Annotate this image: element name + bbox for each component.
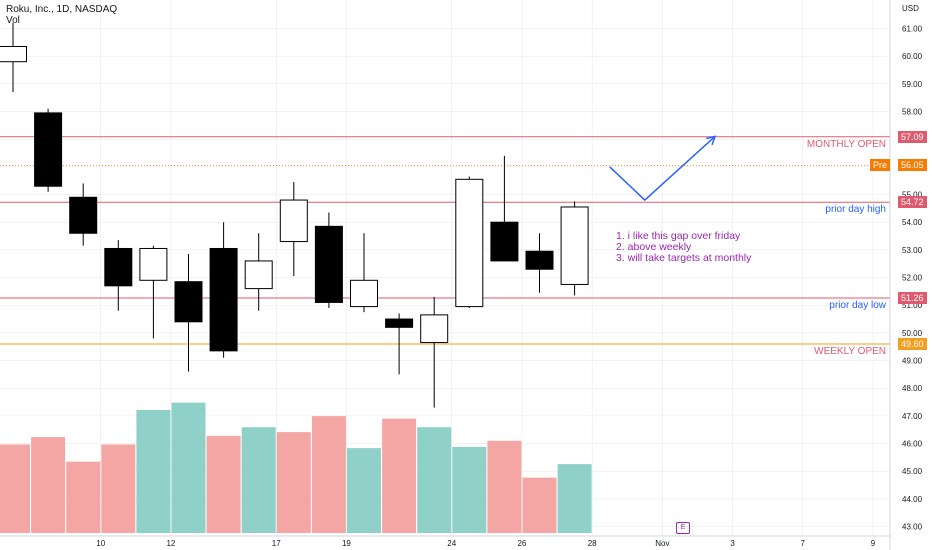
price-line-label: WEEKLY OPEN	[814, 345, 886, 357]
y-tick-label: 48.00	[902, 384, 923, 393]
candle-body[interactable]	[139, 247, 168, 281]
volume-bar[interactable]	[487, 440, 522, 533]
candle-body[interactable]	[525, 250, 554, 270]
x-tick-label: 7	[801, 539, 806, 548]
premarket-price-tag: 56.05	[898, 159, 927, 172]
candle-body[interactable]	[244, 260, 273, 290]
x-tick-label: 3	[730, 539, 735, 548]
note-line: 2. above weekly	[616, 241, 692, 253]
y-tick-label: 60.00	[902, 52, 923, 61]
y-tick-label: 51.00	[902, 301, 923, 310]
price-line-label: prior day high	[825, 204, 886, 216]
x-tick-label: 26	[517, 539, 526, 548]
x-tick-label: 9	[871, 539, 876, 548]
y-tick-label: 52.00	[902, 274, 923, 283]
candle-body[interactable]	[490, 221, 519, 262]
price-tag: 49.60	[898, 337, 927, 350]
price-tag: 57.09	[898, 130, 927, 143]
candle-body[interactable]	[34, 112, 63, 187]
price-axis: USD61.0060.0059.0058.0057.0056.0055.0054…	[889, 0, 923, 550]
y-tick-label: 46.00	[902, 440, 923, 449]
volume-indicator-label[interactable]: Vol	[6, 15, 20, 26]
y-tick-label: 54.00	[902, 218, 923, 227]
y-tick-label: 59.00	[902, 80, 923, 89]
price-lines	[0, 136, 890, 345]
x-tick-label: 17	[272, 539, 281, 548]
volume-bar[interactable]	[452, 446, 487, 533]
candle-body[interactable]	[69, 196, 98, 234]
symbol-title[interactable]: Roku, Inc., 1D, NASDAQ	[6, 4, 118, 15]
candle-body[interactable]	[0, 45, 27, 63]
candle-body[interactable]	[420, 314, 449, 344]
candle-body[interactable]	[209, 247, 238, 352]
candle-body[interactable]	[455, 178, 484, 308]
volume-bar[interactable]	[171, 402, 206, 533]
y-tick-label: 61.00	[902, 25, 923, 34]
volume-bar[interactable]	[557, 464, 592, 533]
x-tick-label: 28	[588, 539, 597, 548]
y-tick-label: 53.00	[902, 246, 923, 255]
note-line: 3. will take targets at monthly	[616, 252, 752, 264]
y-tick-label: 50.00	[902, 329, 923, 338]
y-tick-label: 58.00	[902, 108, 923, 117]
x-tick-label: 19	[342, 539, 351, 548]
x-tick-label: Nov	[655, 539, 669, 548]
time-axis: 10 12 17 19 24 26 28 Nov 3 7 9	[0, 535, 890, 548]
price-line-label: MONTHLY OPEN	[806, 138, 886, 150]
volume-bar[interactable]	[31, 437, 66, 533]
y-tick-label: 44.00	[902, 495, 923, 504]
volume-bar[interactable]	[522, 477, 557, 533]
volume-bar[interactable]	[206, 435, 241, 533]
candle-body[interactable]	[385, 318, 414, 328]
projection-arrow	[609, 135, 717, 202]
candles	[0, 22, 589, 408]
price-line-label: prior day low	[829, 300, 886, 311]
volume-bar[interactable]	[382, 418, 417, 533]
y-tick-label: 43.00	[902, 523, 923, 532]
volume-bars	[0, 402, 592, 533]
volume-bar[interactable]	[101, 444, 136, 533]
volume-bar[interactable]	[0, 444, 30, 533]
volume-bar[interactable]	[347, 448, 381, 533]
price-tag: 54.72	[898, 196, 927, 209]
volume-bar[interactable]	[311, 416, 346, 533]
currency-label: USD	[902, 4, 919, 13]
y-tick-label: 47.00	[902, 412, 923, 421]
y-tick-label: 49.00	[902, 357, 923, 366]
note-line: 1. i like this gap over friday	[616, 230, 741, 242]
volume-bar[interactable]	[66, 461, 101, 533]
candle-body[interactable]	[174, 281, 203, 323]
volume-bar[interactable]	[136, 410, 171, 533]
x-tick-label: 10	[96, 539, 105, 548]
x-tick-label: 12	[166, 539, 175, 548]
candle-body[interactable]	[350, 279, 378, 308]
premarket-prefix: Pre	[870, 159, 891, 172]
candle-body[interactable]	[279, 199, 308, 243]
x-tick-label: 24	[447, 539, 456, 548]
volume-bar[interactable]	[276, 432, 311, 533]
y-tick-label: 55.00	[902, 191, 923, 200]
y-tick-label: 45.00	[902, 467, 923, 476]
trade-notes: 1. i like this gap over friday 2. above …	[616, 231, 751, 264]
projection-path[interactable]	[609, 135, 716, 202]
price-tag: 51.26	[898, 292, 927, 304]
earnings-event-icon[interactable]: E	[676, 522, 690, 534]
candle-body[interactable]	[560, 206, 589, 285]
volume-bar[interactable]	[241, 427, 276, 533]
candle-body[interactable]	[104, 247, 133, 287]
volume-bar[interactable]	[417, 427, 452, 533]
candle-body[interactable]	[314, 225, 343, 303]
arrow-head	[706, 135, 717, 146]
